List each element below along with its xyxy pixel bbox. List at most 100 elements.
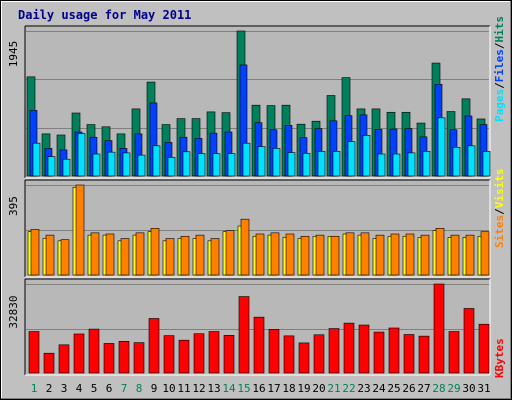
kbytes-bar	[463, 308, 475, 374]
kbytes-bar	[43, 352, 55, 374]
x-label-day-14: 14	[222, 382, 236, 395]
x-label-day-18: 18	[282, 382, 295, 395]
sites-bar	[255, 233, 265, 276]
kbytes-bar	[418, 335, 430, 374]
y-max-label: 32830	[7, 295, 20, 328]
sites-bar	[345, 232, 355, 276]
sites-bar	[150, 227, 160, 276]
y-max-label: 395	[7, 196, 20, 216]
kbytes-bar	[148, 318, 160, 374]
x-label-day-20: 20	[312, 382, 325, 395]
bevel-top	[1, 1, 511, 2]
pages-bar	[422, 151, 431, 177]
bevel-left	[1, 1, 2, 399]
legend-item-files: Files	[493, 49, 506, 82]
pages-bar	[287, 152, 296, 177]
x-label-day-16: 16	[252, 382, 265, 395]
kbytes-bar	[73, 333, 85, 374]
sites-bar	[240, 218, 250, 276]
sites-bar	[435, 227, 445, 276]
x-label-day-21: 21	[327, 382, 340, 395]
legend-item-kbytes: KBytes	[493, 338, 506, 378]
x-label-day-24: 24	[372, 382, 386, 395]
pages-bar	[482, 151, 491, 177]
x-label-day-9: 9	[151, 382, 158, 395]
pages-bar	[437, 117, 446, 177]
pages-bar	[407, 152, 416, 177]
pages-bar	[122, 152, 131, 177]
sites-bar	[315, 234, 325, 276]
legend-item-sites: Sites	[493, 215, 506, 248]
sites-bar	[360, 232, 370, 276]
x-label-day-2: 2	[46, 382, 53, 395]
x-label-day-30: 30	[462, 382, 475, 395]
sites-bar	[375, 234, 385, 276]
kbytes-bar	[88, 328, 100, 374]
pages-bar	[92, 153, 101, 177]
sites-bar	[405, 233, 415, 276]
sites-bar	[120, 238, 130, 276]
kbytes-bar	[208, 331, 220, 374]
x-label-day-7: 7	[121, 382, 128, 395]
kbytes-bar	[433, 283, 445, 374]
pages-bar	[302, 152, 311, 177]
sites-bar	[270, 232, 280, 276]
x-label-day-3: 3	[61, 382, 68, 395]
legend-1: Pages/Files/Hits	[493, 16, 506, 122]
kbytes-bar	[268, 329, 280, 374]
pages-bar	[227, 153, 236, 177]
kbytes-bar	[478, 323, 490, 374]
kbytes-bar	[118, 340, 130, 374]
legend-separator: /	[493, 82, 506, 89]
sites-bar	[285, 233, 295, 276]
x-label-day-26: 26	[402, 382, 415, 395]
y-max-label: 1945	[7, 41, 20, 68]
legend-item-hits: Hits	[493, 16, 506, 43]
legend-separator: /	[493, 208, 506, 215]
sites-bar	[90, 232, 100, 276]
pages-bar	[362, 135, 371, 177]
x-label-day-27: 27	[417, 382, 430, 395]
sites-bar	[135, 232, 145, 276]
pages-bar	[197, 153, 206, 177]
pages-bar	[452, 146, 461, 177]
kbytes-bar	[58, 344, 70, 374]
x-label-day-23: 23	[357, 382, 370, 395]
pages-bar	[392, 153, 401, 177]
x-label-day-22: 22	[342, 382, 355, 395]
sites-bar	[210, 238, 220, 276]
bevel-bottom	[1, 398, 511, 399]
kbytes-bar	[163, 335, 175, 374]
sites-bar	[105, 233, 115, 276]
kbytes-bar	[103, 343, 115, 374]
pages-bar	[377, 153, 386, 177]
kbytes-bar	[448, 331, 460, 374]
pages-bar	[212, 153, 221, 177]
pages-bar	[332, 151, 341, 177]
legend-item-visits: Visits	[493, 169, 506, 209]
kbytes-bar	[403, 334, 415, 374]
pages-bar	[47, 156, 56, 177]
kbytes-bar	[328, 328, 340, 374]
pages-bar	[182, 151, 191, 177]
kbytes-bar	[193, 333, 205, 374]
x-label-day-28: 28	[432, 382, 445, 395]
pages-bar	[272, 148, 281, 177]
y-axis-labels: 1945 395 32830	[7, 41, 20, 329]
sites-bar	[180, 235, 190, 276]
bars	[26, 30, 491, 374]
pages-bar	[152, 145, 161, 177]
x-label-day-10: 10	[162, 382, 175, 395]
legend-3: KBytes	[493, 338, 506, 378]
kbytes-bar	[313, 334, 325, 374]
chart-title: Daily usage for May 2011	[18, 8, 192, 22]
x-label-day-12: 12	[192, 382, 205, 395]
x-label-day-15: 15	[237, 382, 250, 395]
legend-separator: /	[493, 42, 506, 49]
pages-bar	[107, 151, 116, 177]
x-label-day-4: 4	[76, 382, 83, 395]
bevel-right	[510, 1, 511, 399]
kbytes-bar	[238, 296, 250, 374]
x-label-day-8: 8	[136, 382, 143, 395]
sites-bar	[75, 184, 85, 276]
